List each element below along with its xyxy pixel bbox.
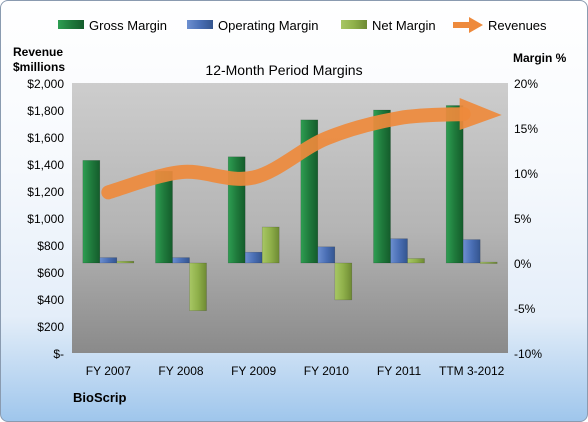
bar-gross-margin — [373, 109, 391, 264]
bar-operating-margin — [317, 246, 336, 264]
left-tick-label: $800 — [37, 239, 64, 253]
left-tick-label: $1,600 — [27, 131, 64, 145]
right-tick-label: -10% — [514, 347, 542, 361]
right-axis-label: Margin % — [513, 51, 567, 65]
left-tick-label: $200 — [37, 320, 64, 334]
bar-net-margin — [189, 262, 207, 311]
right-tick-label: 5% — [514, 212, 532, 226]
legend-swatch-net-margin — [341, 20, 367, 29]
left-tick-label: $2,000 — [27, 77, 64, 91]
left-tick-label: $600 — [37, 266, 64, 280]
category-label: FY 2009 — [231, 364, 276, 378]
right-tick-label: 20% — [514, 77, 538, 91]
category-label: FY 2011 — [377, 364, 422, 378]
bar-operating-margin — [244, 251, 263, 264]
left-tick-label: $1,200 — [27, 185, 64, 199]
legend-label-gross-margin: Gross Margin — [89, 18, 167, 33]
category-label: FY 2010 — [304, 364, 349, 378]
bar-operating-margin — [172, 257, 190, 264]
left-tick-label: $1,800 — [27, 104, 64, 118]
left-tick-label: $- — [53, 347, 64, 361]
bar-gross-margin — [155, 170, 173, 264]
plot-area — [72, 83, 508, 353]
right-tick-label: -5% — [514, 302, 536, 316]
legend-swatch-operating-margin — [187, 20, 213, 29]
bar-net-margin — [116, 260, 135, 264]
bar-gross-margin — [445, 105, 464, 264]
bar-net-margin — [407, 258, 425, 264]
bar-net-margin — [261, 226, 280, 264]
company-name: BioScrip — [73, 390, 127, 405]
revenue-line — [101, 107, 471, 200]
left-tick-label: $1,400 — [27, 158, 64, 172]
revenue-arrowhead — [459, 98, 502, 131]
left-axis-label-line1: Revenue — [13, 45, 63, 59]
left-tick-label: $400 — [37, 293, 64, 307]
category-labels: FY 2007 FY 2008 FY 2009 FY 2010 FY 2011 TTM 3… — [86, 364, 505, 378]
bar-gross-margin — [82, 160, 101, 264]
right-tick-label: 15% — [514, 122, 538, 136]
bar-operating-margin — [462, 239, 481, 264]
chart-title: 12-Month Period Margins — [205, 62, 362, 78]
legend-arrow-revenues — [469, 17, 483, 33]
revenue-line-layer — [101, 98, 502, 200]
category-label: FY 2008 — [158, 364, 203, 378]
right-tick-label: 0% — [514, 257, 532, 271]
right-tick-label: 10% — [514, 167, 538, 181]
legend-label-net-margin: Net Margin — [372, 18, 436, 33]
bar-operating-margin — [99, 257, 118, 264]
category-label: FY 2007 — [86, 364, 131, 378]
right-axis-ticks: -10% -5% 0% 5% 10% 15% 20% — [514, 77, 542, 361]
left-tick-label: $1,000 — [27, 212, 64, 226]
left-axis-ticks: $- $200 $400 $600 $800 $1,000 $1,200 $1,400 $1,6… — [27, 77, 64, 361]
legend-swatch-gross-margin — [58, 20, 84, 29]
bar-net-margin — [334, 262, 353, 301]
legend-label-revenues: Revenues — [488, 18, 547, 33]
legend: Gross Margin Operating Margin Net Margin… — [58, 17, 547, 33]
left-axis-label-line2: $millions — [13, 60, 65, 74]
category-label: TTM 3-2012 — [439, 364, 505, 378]
bar-net-margin — [479, 261, 498, 264]
bar-operating-margin — [390, 238, 408, 264]
legend-label-operating-margin: Operating Margin — [218, 18, 318, 33]
